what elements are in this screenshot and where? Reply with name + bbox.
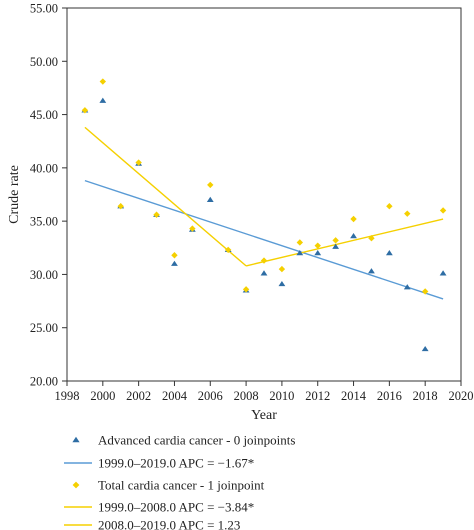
total-point [404,210,411,217]
legend: Advanced cardia cancer - 0 joinpoints 199… [64,433,295,530]
advanced-point [278,280,286,287]
legend-label: 1999.0–2019.0 APC = −1.67* [98,456,254,471]
total-point [386,203,393,210]
x-tick-label: 2010 [269,389,294,403]
y-tick-label: 55.00 [30,2,58,16]
x-tick-label: 2018 [413,389,438,403]
total-point [260,257,268,264]
advanced-point [350,233,357,239]
total-point [314,242,321,249]
x-tick-label: 2006 [198,389,223,403]
total-point [135,159,142,166]
advanced-point [206,196,214,202]
trend-line [245,218,444,267]
total-point [439,207,447,214]
legend-symbol-triangle [72,436,80,443]
total-point [81,107,89,114]
legend-label: 1999.0–2008.0 APC = −3.84* [98,500,254,515]
total-point [368,234,375,242]
legend-symbol-diamond [72,481,80,489]
trend-line [84,126,247,267]
legend-label: Total cardia cancer - 1 joinpoint [98,478,265,493]
total-point [242,286,250,293]
y-tick-label: 45.00 [30,108,58,122]
total-point [332,237,339,244]
y-tick-label: 40.00 [30,161,58,175]
total-point [117,203,124,210]
total-point [207,181,214,189]
x-tick-label: 1998 [55,389,80,403]
x-tick-label: 2016 [377,389,402,403]
trend-lines [84,126,444,300]
advanced-point [332,243,340,249]
axes: 1998 2000 2002 2004 2006 2008 2010 2012 2014 2016… [7,2,474,424]
y-axis-title: Crude rate [7,165,22,224]
total-point [189,225,196,232]
total-point [296,239,304,246]
y-tick-label: 50.00 [30,55,58,69]
x-tick-label: 2000 [90,389,115,403]
x-tick-label: 2012 [305,389,330,403]
x-axis-title: Year [251,408,277,423]
y-tick-label: 35.00 [30,215,58,229]
x-tick-label: 2002 [126,389,151,403]
advanced-point [314,250,322,256]
legend-label: 2008.0–2019.0 APC = 1.23 [98,518,240,530]
advanced-point [421,345,429,352]
x-tick-label: 2004 [162,389,188,403]
advanced-point [296,250,304,256]
advanced-point [260,270,268,276]
x-tick-label: 2020 [449,389,474,403]
advanced-point [99,97,107,103]
y-tick-label: 20.00 [30,375,58,389]
total-point [224,246,232,254]
x-tick-label: 2008 [234,389,259,403]
total-point [171,252,178,259]
total-point [421,288,429,295]
plot-frame [66,7,462,382]
legend-label: Advanced cardia cancer - 0 joinpoints [98,433,295,448]
total-point [278,265,286,273]
total-point [99,78,107,85]
y-tick-label: 25.00 [30,321,58,335]
total-point [153,211,160,218]
advanced-point [403,284,411,290]
total-point [350,215,357,223]
data-points [81,78,447,352]
advanced-point [171,260,178,266]
x-tick-label: 2014 [341,389,367,403]
advanced-point [385,250,393,256]
trend-line [84,179,444,300]
advanced-point [368,268,375,274]
advanced-point [439,270,447,276]
y-tick-label: 30.00 [30,268,58,282]
